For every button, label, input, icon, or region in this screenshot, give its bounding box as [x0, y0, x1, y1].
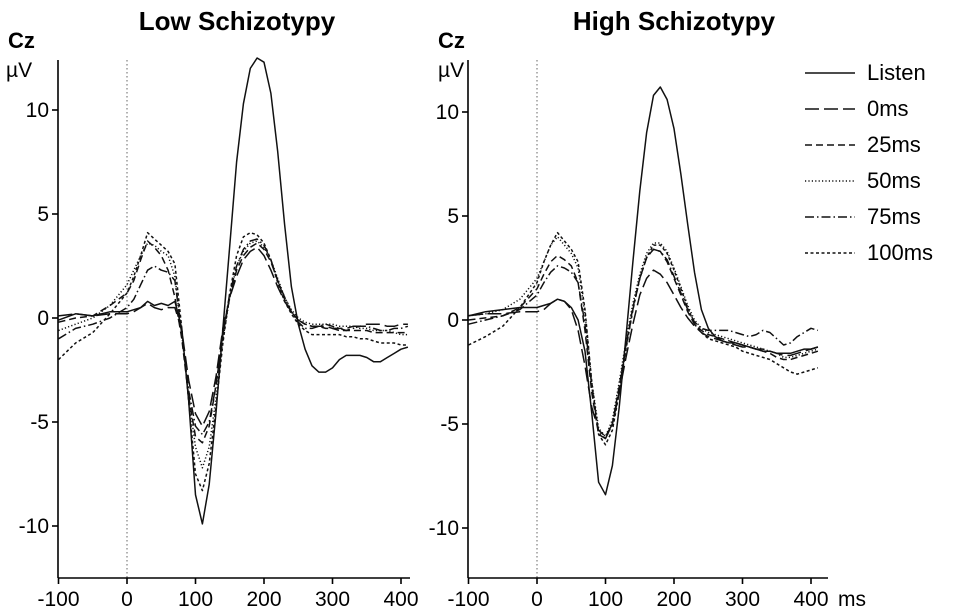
- x-tick-label: 200: [246, 588, 281, 611]
- y-tick-label: 0: [447, 309, 459, 332]
- ticks-high: 10 5 0 -5 -10 -100 0 100 200 300 400: [429, 101, 829, 611]
- series-line-50ms: [58, 240, 408, 469]
- series-line-100ms: [468, 231, 819, 446]
- x-tick-label: 200: [656, 588, 691, 611]
- series-line-100ms: [57, 231, 408, 492]
- y-tick-label: 10: [436, 101, 459, 124]
- y-tick-label: 10: [26, 99, 49, 122]
- x-tick-label: 400: [383, 588, 418, 611]
- legend-label-75ms: 75ms: [867, 204, 921, 229]
- x-tick-label: 0: [531, 588, 543, 611]
- y-tick-label: -10: [429, 517, 459, 540]
- x-tick-label: 300: [315, 588, 350, 611]
- ticks-low: 10 5 0 -5 -10 -100 0 100 200 300 400: [19, 99, 419, 611]
- legend-label-100ms: 100ms: [867, 240, 933, 265]
- series-line-listen: [58, 57, 409, 525]
- panel-title-high: High Schizotypy: [573, 6, 776, 36]
- electrode-label-high: Cz: [438, 28, 465, 53]
- x-tick-label: -100: [447, 588, 489, 611]
- legend-label-0ms: 0ms: [867, 96, 909, 121]
- y-tick-label: -5: [440, 413, 459, 436]
- y-unit-label-high: µV: [438, 59, 464, 82]
- series-line-75ms: [468, 248, 819, 440]
- panel-low-schizotypy: Low Schizotypy Cz µV 10 5 0 -5 -10 -100 0 100 20…: [6, 6, 419, 611]
- y-tick-label: -10: [19, 515, 49, 538]
- y-unit-label-low: µV: [6, 59, 32, 82]
- panel-title-low: Low Schizotypy: [139, 6, 336, 36]
- x-tick-label: 400: [793, 588, 828, 611]
- y-tick-label: 5: [447, 205, 459, 228]
- series-line-25ms: [468, 248, 819, 440]
- legend: Listen 0ms 25ms 50ms 75ms 100ms: [805, 60, 933, 265]
- series-line-25ms: [58, 240, 408, 444]
- y-tick-label: -5: [30, 411, 49, 434]
- series-group-high: [468, 86, 819, 496]
- x-tick-label: 100: [178, 588, 213, 611]
- series-line-0ms: [58, 246, 408, 427]
- panel-high-schizotypy: High Schizotypy Cz µV 10 5 0 -5 -10 -100 0 100 2…: [429, 6, 829, 611]
- series-line-0ms: [468, 269, 819, 438]
- x-unit-label: ms: [838, 588, 866, 611]
- series-line-75ms: [58, 238, 409, 436]
- legend-label-25ms: 25ms: [867, 132, 921, 157]
- legend-label-listen: Listen: [867, 60, 926, 85]
- legend-label-50ms: 50ms: [867, 168, 921, 193]
- series-group-low: [57, 57, 409, 525]
- x-tick-label: 300: [725, 588, 760, 611]
- y-tick-label: 5: [37, 203, 49, 226]
- series-line-listen: [468, 86, 819, 496]
- series-line-50ms: [468, 236, 819, 438]
- y-tick-label: 0: [37, 307, 49, 330]
- x-tick-label: 100: [588, 588, 623, 611]
- electrode-label-low: Cz: [8, 28, 35, 53]
- x-tick-label: 0: [121, 588, 133, 611]
- x-tick-label: -100: [37, 588, 79, 611]
